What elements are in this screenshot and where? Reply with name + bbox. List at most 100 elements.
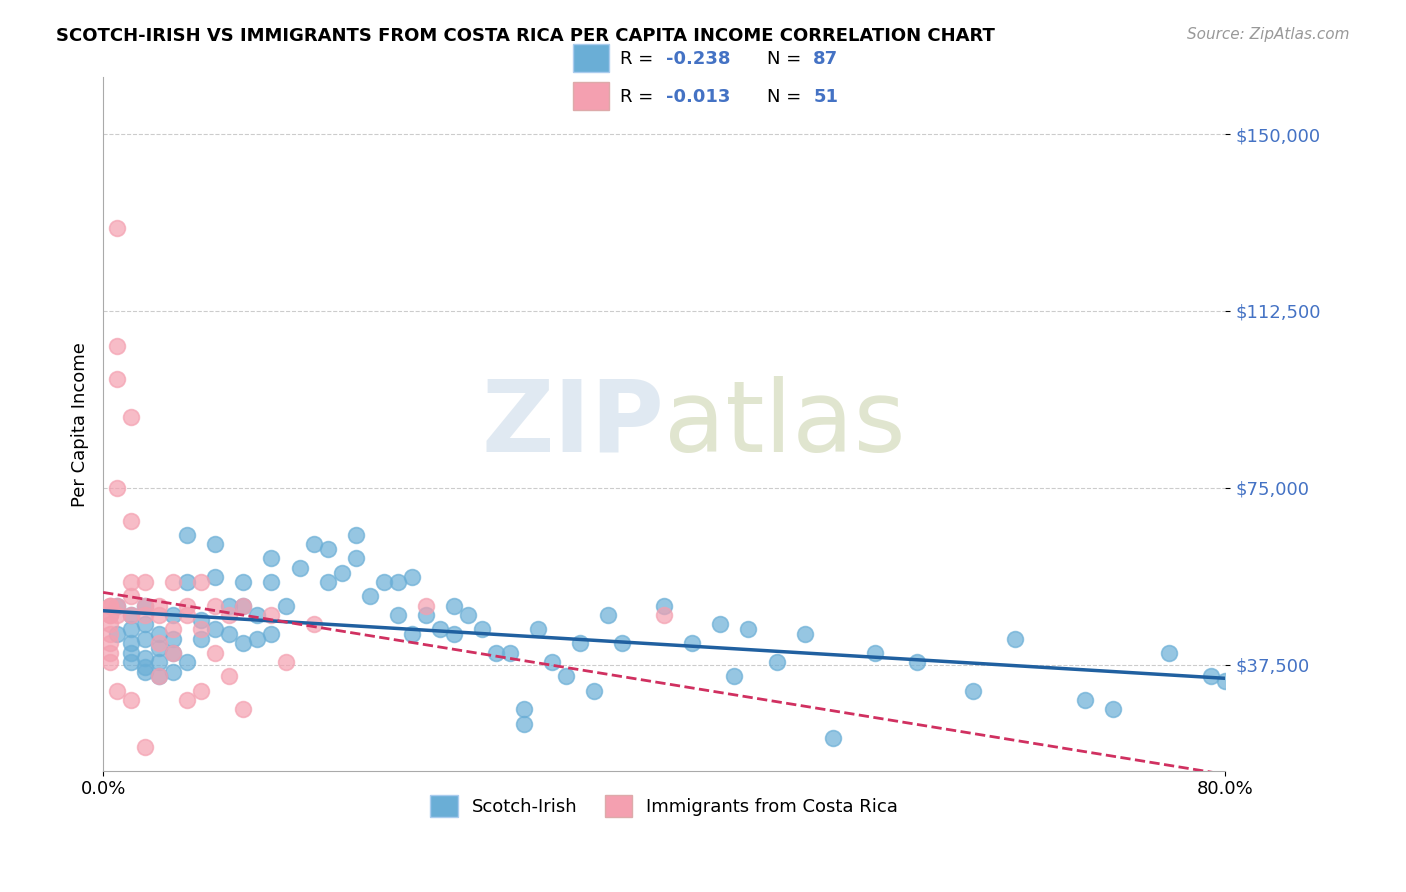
Point	[1159, 646, 1181, 660]
Point	[105, 372, 128, 386]
Point	[723, 669, 745, 683]
Point	[246, 608, 269, 623]
Point	[401, 570, 423, 584]
Point	[232, 599, 254, 613]
Text: SCOTCH-IRISH VS IMMIGRANTS FROM COSTA RICA PER CAPITA INCOME CORRELATION CHART: SCOTCH-IRISH VS IMMIGRANTS FROM COSTA RI…	[56, 27, 995, 45]
Point	[134, 575, 156, 590]
Point	[98, 608, 121, 623]
Point	[204, 570, 226, 584]
Point	[527, 622, 550, 636]
Point	[218, 599, 240, 613]
Point	[190, 613, 212, 627]
Point	[105, 599, 128, 613]
Point	[429, 622, 451, 636]
Point	[471, 622, 494, 636]
Point	[98, 608, 121, 623]
Point	[863, 646, 886, 660]
Point	[98, 655, 121, 669]
Point	[98, 617, 121, 632]
Text: 87: 87	[813, 50, 838, 68]
Point	[204, 599, 226, 613]
Text: N =: N =	[766, 50, 807, 68]
Point	[232, 636, 254, 650]
Point	[105, 221, 128, 235]
Point	[105, 608, 128, 623]
Point	[190, 575, 212, 590]
Text: atlas: atlas	[664, 376, 905, 473]
Point	[98, 646, 121, 660]
Point	[443, 627, 465, 641]
Point	[737, 622, 759, 636]
Point	[583, 683, 606, 698]
Text: -0.013: -0.013	[666, 87, 731, 105]
Point	[204, 622, 226, 636]
Point	[134, 617, 156, 632]
Point	[204, 646, 226, 660]
Point	[373, 575, 395, 590]
Point	[162, 622, 184, 636]
Point	[105, 683, 128, 698]
Point	[134, 599, 156, 613]
Text: R =: R =	[620, 50, 659, 68]
Point	[98, 636, 121, 650]
Point	[232, 599, 254, 613]
Point	[652, 608, 675, 623]
Point	[120, 409, 142, 424]
Point	[260, 608, 283, 623]
Point	[905, 655, 928, 669]
Point	[148, 627, 170, 641]
Point	[1074, 693, 1097, 707]
Point	[190, 622, 212, 636]
Point	[260, 575, 283, 590]
Point	[232, 575, 254, 590]
Point	[288, 561, 311, 575]
Point	[962, 683, 984, 698]
Point	[485, 646, 508, 660]
Point	[598, 608, 620, 623]
Point	[344, 551, 367, 566]
Point	[302, 617, 325, 632]
Point	[218, 627, 240, 641]
Point	[569, 636, 592, 650]
Point	[387, 575, 409, 590]
Point	[176, 655, 198, 669]
Point	[98, 599, 121, 613]
Point	[793, 627, 815, 641]
Point	[681, 636, 703, 650]
Point	[105, 627, 128, 641]
Legend: Scotch-Irish, Immigrants from Costa Rica: Scotch-Irish, Immigrants from Costa Rica	[423, 788, 905, 824]
Point	[612, 636, 634, 650]
Point	[134, 632, 156, 646]
Point	[162, 646, 184, 660]
Point	[162, 646, 184, 660]
Text: ZIP: ZIP	[481, 376, 664, 473]
Point	[457, 608, 479, 623]
Point	[541, 655, 564, 669]
Point	[162, 632, 184, 646]
Y-axis label: Per Capita Income: Per Capita Income	[72, 342, 89, 507]
Point	[232, 702, 254, 716]
Point	[260, 551, 283, 566]
Point	[98, 599, 121, 613]
Point	[134, 665, 156, 679]
Text: 51: 51	[813, 87, 838, 105]
Point	[134, 660, 156, 674]
Point	[148, 669, 170, 683]
Text: N =: N =	[766, 87, 807, 105]
Point	[443, 599, 465, 613]
Point	[387, 608, 409, 623]
Point	[513, 716, 536, 731]
Point	[120, 693, 142, 707]
Point	[176, 599, 198, 613]
Point	[148, 655, 170, 669]
Point	[1215, 674, 1237, 689]
Point	[134, 650, 156, 665]
Point	[499, 646, 522, 660]
Point	[260, 627, 283, 641]
Point	[120, 636, 142, 650]
Point	[176, 528, 198, 542]
Point	[1102, 702, 1125, 716]
Point	[148, 599, 170, 613]
Point	[176, 608, 198, 623]
Point	[190, 632, 212, 646]
